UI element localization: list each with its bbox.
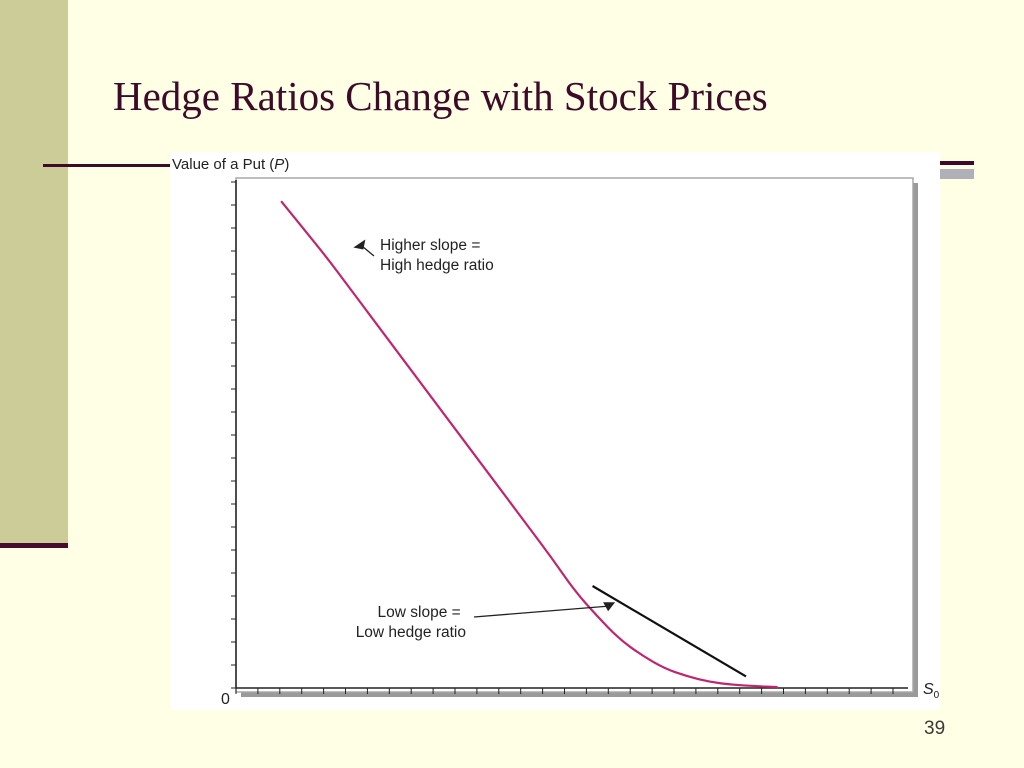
slide-title: Hedge Ratios Change with Stock Prices xyxy=(113,73,768,119)
left-accent-band xyxy=(0,0,68,545)
slide-number: 39 xyxy=(924,718,946,739)
chart-marks xyxy=(280,200,778,689)
arrowhead-high-slope xyxy=(353,239,366,250)
arrowhead-low-slope xyxy=(603,602,616,612)
axis-ticks xyxy=(231,181,894,694)
tangent-line xyxy=(591,585,747,678)
title-rule-right-grey xyxy=(940,169,974,179)
origin-label: 0 xyxy=(221,691,230,708)
axes xyxy=(235,180,908,689)
x-axis-label: S0 xyxy=(923,681,940,701)
left-band-rule xyxy=(0,543,68,548)
title-rule-left xyxy=(43,164,173,167)
title-rule-right-dark xyxy=(940,161,974,165)
arrow-low-slope xyxy=(473,605,608,618)
put-value-curve xyxy=(280,200,778,689)
chart-panel: Value of a Put (P) S0 0 Higher slope = H… xyxy=(170,152,940,710)
y-axis-label: Value of a Put (P) xyxy=(172,156,289,173)
plot-frame xyxy=(235,177,914,693)
annotation-low-slope: Low slope = Low hedge ratio xyxy=(356,604,466,641)
put-value-chart: Value of a Put (P) S0 0 Higher slope = H… xyxy=(172,156,940,708)
annotation-high-slope: Higher slope = High hedge ratio xyxy=(380,237,494,274)
